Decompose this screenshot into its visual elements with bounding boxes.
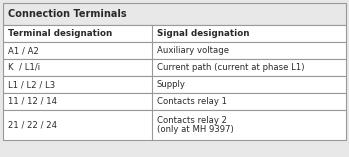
Text: A1 / A2: A1 / A2 <box>8 46 39 55</box>
Text: Terminal designation: Terminal designation <box>8 29 112 38</box>
Bar <box>3 110 346 140</box>
Text: Connection Terminals: Connection Terminals <box>8 9 127 19</box>
Text: K  / L1/i: K / L1/i <box>8 63 40 72</box>
Text: L1 / L2 / L3: L1 / L2 / L3 <box>8 80 55 89</box>
Text: Signal designation: Signal designation <box>157 29 249 38</box>
Text: (only at MH 9397): (only at MH 9397) <box>157 125 233 134</box>
Text: Contacts relay 2: Contacts relay 2 <box>157 116 227 125</box>
Bar <box>3 93 346 110</box>
Bar <box>3 76 346 93</box>
Bar <box>3 59 346 76</box>
Text: Contacts relay 1: Contacts relay 1 <box>157 97 227 106</box>
Text: 11 / 12 / 14: 11 / 12 / 14 <box>8 97 57 106</box>
Bar <box>3 3 346 25</box>
Text: Supply: Supply <box>157 80 186 89</box>
Text: Current path (current at phase L1): Current path (current at phase L1) <box>157 63 304 72</box>
Bar <box>3 42 346 59</box>
Text: 21 / 22 / 24: 21 / 22 / 24 <box>8 121 57 130</box>
Text: Auxiliary voltage: Auxiliary voltage <box>157 46 229 55</box>
Bar <box>3 25 346 42</box>
